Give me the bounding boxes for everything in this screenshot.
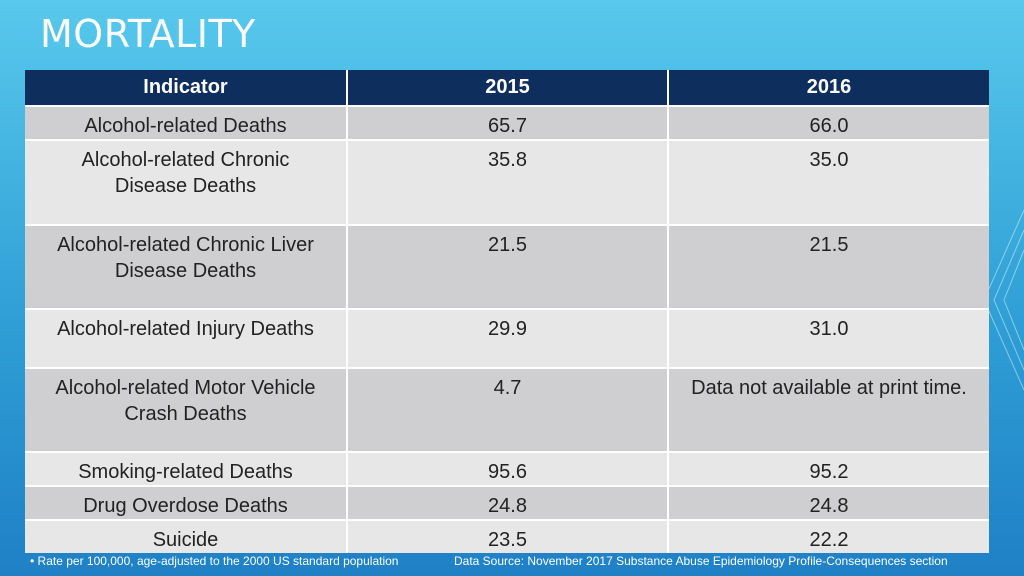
value-2016-cell: 21.5	[668, 225, 989, 310]
value-2015-cell: 65.7	[347, 106, 669, 141]
chevron-decoration-icon	[984, 210, 1024, 390]
indicator-cell: Alcohol-related Motor Vehicle Crash Deat…	[25, 368, 348, 453]
table-header-row: Indicator 2015 2016	[25, 70, 989, 107]
table-row: Smoking-related Deaths 95.6 95.2	[25, 452, 989, 487]
table-row: Alcohol-related Chronic Disease Deaths 3…	[25, 140, 989, 226]
footnote-text: • Rate per 100,000, age-adjusted to the …	[30, 554, 399, 568]
table-row: Alcohol-related Chronic Liver Disease De…	[25, 225, 989, 310]
indicator-cell: Suicide	[25, 520, 348, 553]
value-2016-cell: 22.2	[668, 520, 989, 553]
table-row: Alcohol-related Injury Deaths 29.9 31.0	[25, 309, 989, 369]
header-2016: 2016	[668, 70, 989, 107]
indicator-cell: Alcohol-related Injury Deaths	[25, 309, 348, 369]
value-2015-cell: 23.5	[347, 520, 669, 553]
mortality-table: Indicator 2015 2016 Alcohol-related Deat…	[25, 70, 989, 553]
value-2015-cell: 95.6	[347, 452, 669, 487]
value-2016-cell: 35.0	[668, 140, 989, 226]
value-2015-cell: 29.9	[347, 309, 669, 369]
table-row: Drug Overdose Deaths 24.8 24.8	[25, 486, 989, 521]
table-row: Alcohol-related Deaths 65.7 66.0	[25, 106, 989, 141]
indicator-cell: Smoking-related Deaths	[25, 452, 348, 487]
header-indicator: Indicator	[25, 70, 348, 107]
page-title: MORTALITY	[40, 12, 256, 56]
value-2016-cell: Data not available at print time.	[668, 368, 989, 453]
value-2016-cell: 95.2	[668, 452, 989, 487]
table-row: Alcohol-related Motor Vehicle Crash Deat…	[25, 368, 989, 453]
indicator-cell: Alcohol-related Chronic Disease Deaths	[25, 140, 348, 226]
value-2016-cell: 66.0	[668, 106, 989, 141]
value-2016-cell: 31.0	[668, 309, 989, 369]
table-row: Suicide 23.5 22.2	[25, 520, 989, 553]
value-2015-cell: 4.7	[347, 368, 669, 453]
value-2015-cell: 21.5	[347, 225, 669, 310]
value-2016-cell: 24.8	[668, 486, 989, 521]
data-source-text: Data Source: November 2017 Substance Abu…	[454, 554, 948, 568]
indicator-cell: Drug Overdose Deaths	[25, 486, 348, 521]
indicator-cell: Alcohol-related Deaths	[25, 106, 348, 141]
value-2015-cell: 24.8	[347, 486, 669, 521]
header-2015: 2015	[347, 70, 669, 107]
value-2015-cell: 35.8	[347, 140, 669, 226]
indicator-cell: Alcohol-related Chronic Liver Disease De…	[25, 225, 348, 310]
footer: • Rate per 100,000, age-adjusted to the …	[30, 554, 990, 572]
